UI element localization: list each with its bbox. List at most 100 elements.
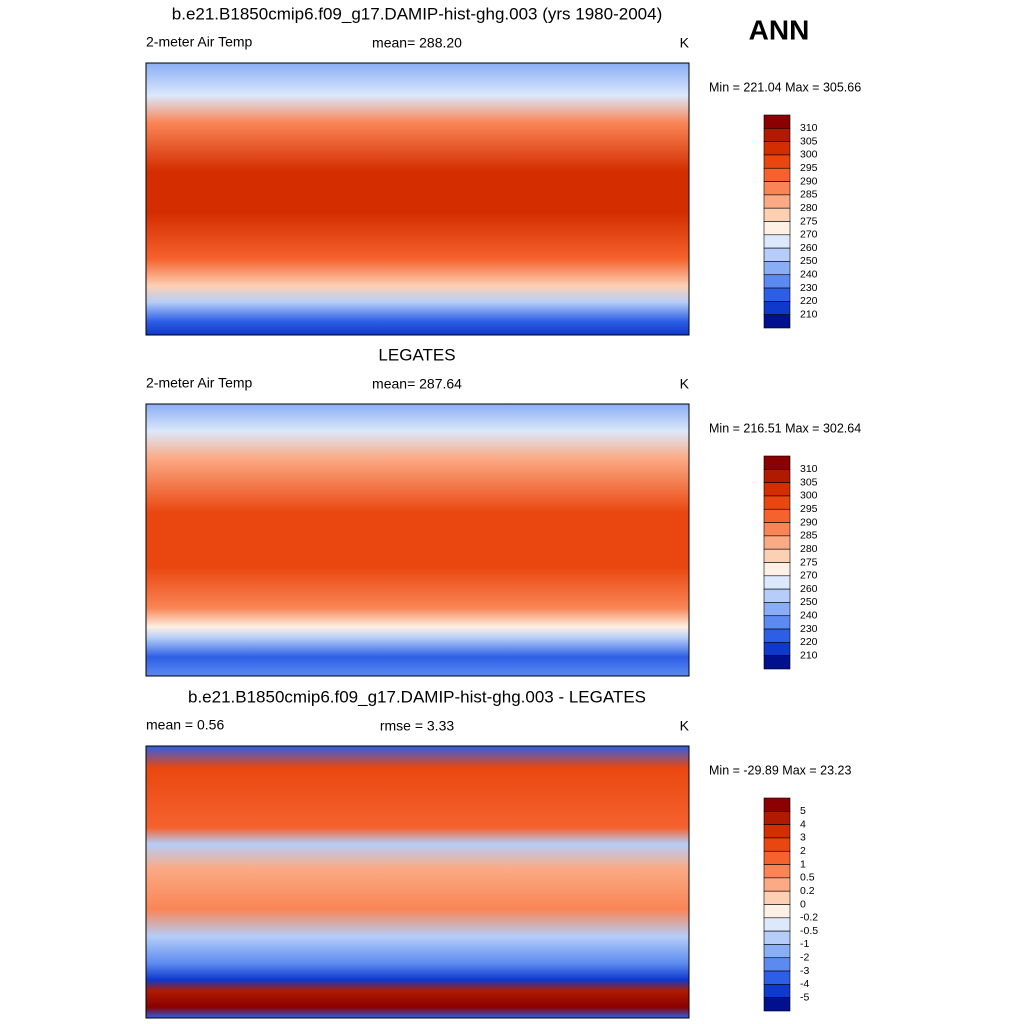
colorbar-box [763, 930, 791, 945]
min-max-label: Min = 216.51 Max = 302.64 [709, 421, 861, 435]
colorbar-box [763, 469, 791, 483]
colorbar-label: 4 [800, 818, 806, 830]
colorbar-label: 3 [800, 832, 806, 844]
colorbar-label: 310 [800, 463, 818, 475]
colorbar-box [763, 811, 791, 825]
colorbar-label: 295 [800, 503, 818, 515]
colorbar-label: -4 [800, 978, 809, 990]
colorbar-box [763, 970, 791, 985]
colorbar-box [763, 944, 791, 959]
colorbar-label: 1 [800, 858, 806, 870]
colorbar-box [763, 575, 791, 590]
colorbar-box [763, 890, 791, 905]
units-label: K [680, 376, 690, 392]
map [145, 403, 690, 677]
colorbar-label: 220 [800, 295, 818, 307]
colorbar-label: 250 [800, 596, 818, 608]
colorbar-box [763, 141, 791, 156]
colorbar-box [763, 522, 791, 537]
colorbar-box [763, 850, 791, 865]
panel-title: b.e21.B1850cmip6.f09_g17.DAMIP-hist-ghg.… [172, 4, 662, 23]
season-label: ANN [749, 14, 810, 45]
colorbar-box [763, 588, 791, 603]
min-max-label: Min = 221.04 Max = 305.66 [709, 80, 861, 94]
colorbar-box [763, 602, 791, 617]
min-max-label: Min = -29.89 Max = 23.23 [709, 763, 851, 777]
colorbar-label: 0 [800, 898, 806, 910]
colorbar-label: 220 [800, 636, 818, 648]
variable-label: 2-meter Air Temp [146, 34, 253, 50]
colorbar-box [763, 221, 791, 236]
colorbar-label: 270 [800, 570, 818, 582]
colorbar-box [763, 128, 791, 142]
colorbar-box [763, 508, 791, 523]
colorbar-label: -3 [800, 965, 809, 977]
colorbar-box [763, 194, 791, 209]
colorbar-label: 310 [800, 122, 818, 134]
colorbar-label: 280 [800, 202, 818, 214]
colorbar-label: 285 [800, 530, 818, 542]
colorbar-label: 290 [800, 516, 818, 528]
colorbar-box [763, 628, 791, 643]
stat-label: rmse = 3.33 [380, 718, 455, 734]
colorbar-label: 240 [800, 610, 818, 622]
colorbar-label: 270 [800, 229, 818, 241]
colorbar-label: 275 [800, 556, 818, 568]
colorbar-label: -1 [800, 938, 809, 950]
colorbar-label: 305 [800, 476, 818, 488]
colorbar-box [763, 615, 791, 630]
colorbar-label: 250 [800, 255, 818, 267]
variable-label: mean = 0.56 [146, 717, 224, 733]
colorbar-label: 230 [800, 623, 818, 635]
colorbar-box [763, 274, 791, 289]
colorbar-box [763, 287, 791, 302]
colorbar-label: -0.2 [800, 912, 818, 924]
colorbar-box [763, 797, 791, 812]
colorbar-label: 240 [800, 269, 818, 281]
colorbar-box [763, 997, 791, 1012]
colorbar-box [763, 234, 791, 249]
colorbar-box [763, 114, 791, 129]
panel-title: LEGATES [378, 345, 455, 364]
panel-title: b.e21.B1850cmip6.f09_g17.DAMIP-hist-ghg.… [188, 687, 646, 706]
variable-label: 2-meter Air Temp [146, 375, 253, 391]
colorbar-box [763, 455, 791, 470]
colorbar-box [763, 864, 791, 879]
colorbar-label: 210 [800, 649, 818, 661]
colorbar-box [763, 824, 791, 839]
colorbar-label: 275 [800, 215, 818, 227]
colorbar-label: 210 [800, 308, 818, 320]
colorbar-label: 230 [800, 282, 818, 294]
colorbar-label: 300 [800, 149, 818, 161]
colorbar-box [763, 181, 791, 196]
map [145, 62, 690, 336]
colorbar-label: 280 [800, 543, 818, 555]
colorbar-box [763, 535, 791, 550]
colorbar-box [763, 655, 791, 670]
colorbar-box [763, 154, 791, 169]
colorbar-label: 0.2 [800, 885, 815, 897]
colorbar-label: 260 [800, 242, 818, 254]
map [145, 745, 690, 1019]
colorbar-label: 5 [800, 805, 806, 817]
colorbar-box [763, 495, 791, 510]
units-label: K [680, 718, 690, 734]
units-label: K [680, 35, 690, 51]
colorbar-label: 0.5 [800, 872, 815, 884]
colorbar-box [763, 301, 791, 315]
stat-label: mean= 287.64 [372, 376, 462, 392]
colorbar-box [763, 167, 791, 182]
colorbar-box [763, 562, 791, 577]
colorbar-label: 295 [800, 162, 818, 174]
colorbar-box [763, 984, 791, 998]
colorbar-label: -2 [800, 952, 809, 964]
colorbar-box [763, 548, 791, 563]
colorbar-label: 300 [800, 490, 818, 502]
colorbar-box [763, 482, 791, 497]
colorbar-box [763, 261, 791, 276]
colorbar-box [763, 877, 791, 892]
stat-label: mean= 288.20 [372, 35, 462, 51]
colorbar-box [763, 917, 791, 932]
